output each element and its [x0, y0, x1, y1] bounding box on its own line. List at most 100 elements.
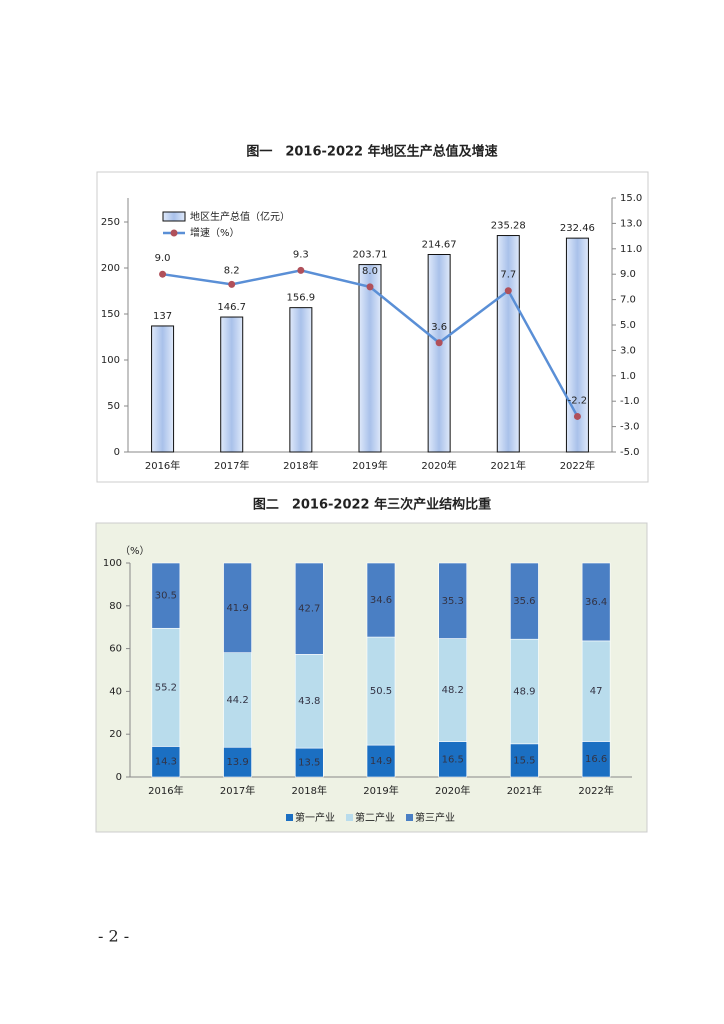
- x-tick-label: 2018年: [283, 459, 318, 472]
- y-tick-label: 20: [109, 729, 122, 740]
- x-tick-label: 2018年: [292, 784, 327, 797]
- bar-segment: [510, 562, 539, 640]
- bar-segment: [438, 638, 468, 742]
- bar-segment: [151, 562, 181, 629]
- data-label: 203.71: [353, 250, 388, 261]
- bar-segment: [223, 562, 252, 653]
- marker: [504, 287, 512, 295]
- chart-title: 图二 2016-2022 年三次产业结构比重: [253, 497, 491, 513]
- legend-label: 第三产业: [415, 811, 455, 824]
- y-axis-label: （%）: [120, 545, 150, 557]
- y2-tick-label: 1.0: [620, 371, 636, 382]
- y-tick-label: 100: [103, 558, 122, 569]
- bar-segment: [294, 562, 324, 655]
- bar: [427, 254, 451, 453]
- bar: [289, 307, 313, 453]
- bar-segment: [366, 562, 396, 638]
- x-tick-label: 2021年: [507, 784, 542, 797]
- data-label: 43.8: [298, 696, 320, 707]
- data-label: 214.67: [422, 240, 457, 251]
- legend-swatch: [162, 211, 186, 222]
- marker: [159, 270, 167, 278]
- data-label: 35.6: [513, 596, 535, 607]
- data-label: 50.5: [370, 686, 392, 697]
- data-label: 9.0: [155, 253, 171, 264]
- bar-segment: [366, 744, 396, 778]
- legend-label: 第二产业: [355, 811, 395, 824]
- data-label: 48.9: [513, 687, 535, 698]
- y-tick-label: 0: [114, 447, 120, 458]
- bar-segment: [294, 747, 324, 778]
- data-label: 9.3: [293, 249, 309, 260]
- bar: [358, 264, 382, 453]
- x-tick-label: 2017年: [214, 459, 249, 472]
- y2-tick-label: 9.0: [620, 269, 636, 280]
- data-label: 13.5: [298, 758, 320, 769]
- y2-tick-label: -1.0: [620, 396, 640, 407]
- data-label: 156.9: [287, 293, 316, 304]
- y-tick-label: 60: [109, 644, 122, 655]
- data-label: 55.2: [155, 682, 177, 693]
- marker: [573, 412, 581, 420]
- x-tick-label: 2022年: [560, 459, 595, 472]
- data-label: 34.6: [370, 595, 392, 606]
- bar-segment: [151, 746, 181, 778]
- bar-segment: [223, 746, 252, 778]
- data-label: 232.46: [560, 223, 595, 234]
- x-tick-label: 2017年: [220, 784, 255, 797]
- legend-label: 增速（%）: [190, 226, 240, 239]
- data-label: 36.4: [585, 597, 607, 608]
- legend-swatch: [406, 814, 413, 821]
- bar-segment: [510, 638, 539, 745]
- data-label: 8.2: [224, 265, 240, 276]
- marker: [228, 280, 236, 288]
- data-label: 48.2: [442, 685, 464, 696]
- x-tick-label: 2021年: [491, 459, 526, 472]
- y-tick-label: 40: [109, 686, 122, 697]
- bar: [565, 237, 589, 453]
- x-tick-label: 2020年: [435, 784, 470, 797]
- data-label: 146.7: [217, 302, 246, 313]
- legend-swatch: [346, 814, 353, 821]
- y2-tick-label: 11.0: [620, 244, 642, 255]
- data-label: 30.5: [155, 591, 177, 602]
- data-label: 35.3: [442, 596, 464, 607]
- data-label: 3.6: [431, 322, 447, 333]
- data-label: -2.2: [568, 395, 588, 406]
- bar-segment: [151, 627, 181, 747]
- bar-segment: [438, 741, 468, 778]
- data-label: 8.0: [362, 266, 378, 277]
- bar-segment: [223, 652, 252, 748]
- x-tick-label: 2016年: [145, 459, 180, 472]
- data-label: 15.5: [513, 755, 535, 766]
- bar-segment: [581, 640, 611, 742]
- data-label: 16.5: [442, 754, 464, 765]
- y2-tick-label: -5.0: [620, 447, 640, 458]
- data-label: 14.3: [155, 757, 177, 768]
- y-tick-label: 150: [101, 309, 120, 320]
- legend-swatch: [286, 814, 293, 821]
- chart-title: 图一 2016-2022 年地区生产总值及增速: [246, 144, 497, 160]
- data-label: 235.28: [491, 221, 526, 232]
- x-tick-label: 2016年: [148, 784, 183, 797]
- data-label: 41.9: [226, 603, 248, 614]
- y-tick-label: 250: [101, 217, 120, 228]
- x-tick-label: 2019年: [352, 459, 387, 472]
- y2-tick-label: -3.0: [620, 422, 640, 433]
- bar-segment: [438, 562, 468, 639]
- y2-tick-label: 3.0: [620, 345, 636, 356]
- data-label: 44.2: [226, 695, 248, 706]
- data-label: 13.9: [226, 757, 248, 768]
- y2-tick-label: 5.0: [620, 320, 636, 331]
- bar: [220, 316, 244, 453]
- y2-tick-label: 7.0: [620, 295, 636, 306]
- y-tick-label: 80: [109, 601, 122, 612]
- y-tick-label: 100: [101, 355, 120, 366]
- x-tick-label: 2022年: [578, 784, 613, 797]
- y-tick-label: 50: [107, 401, 120, 412]
- x-tick-label: 2019年: [363, 784, 398, 797]
- marker: [297, 266, 305, 274]
- data-label: 137: [153, 311, 172, 322]
- y-tick-label: 200: [101, 263, 120, 274]
